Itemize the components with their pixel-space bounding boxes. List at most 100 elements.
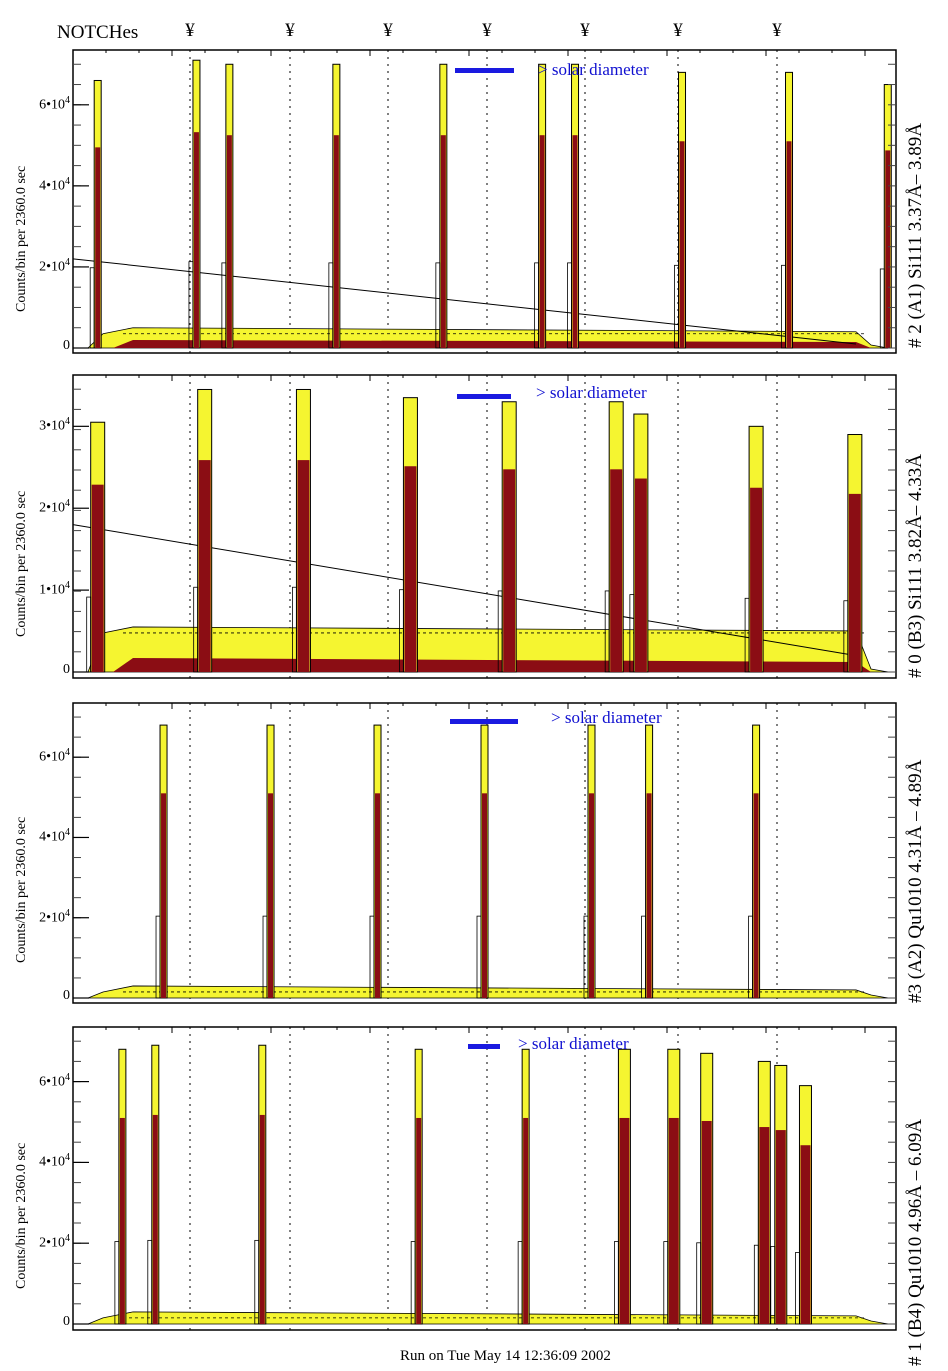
peak-shoulder [435, 262, 441, 349]
peak-red [610, 469, 623, 672]
peak-shoulder [193, 586, 199, 673]
peak-red [161, 793, 167, 998]
peak-shoulder [476, 915, 482, 999]
y-tick-label: 0 [63, 988, 70, 1003]
y-tick-label: 4•104 [39, 827, 70, 846]
y-axis-label: Counts/bin per 2360.0 sec [14, 490, 29, 637]
panel-frame [72, 49, 897, 354]
peak-shoulder [663, 1241, 669, 1325]
peak-red [539, 135, 545, 348]
notch-mark: ¥ [580, 20, 590, 41]
peak-red [668, 1117, 679, 1324]
y-tick-label: 6•104 [39, 94, 70, 113]
peak-shoulder [748, 915, 753, 999]
peak-shoulder [114, 1241, 120, 1325]
peak-red [572, 135, 578, 348]
trend-line [72, 258, 857, 345]
notch-mark: ¥ [383, 20, 393, 41]
peak-shoulder [221, 262, 227, 349]
peak-red [416, 1117, 422, 1324]
peak-red [848, 493, 861, 672]
peak-shoulder [369, 915, 375, 999]
peak-red [759, 1127, 770, 1324]
y-tick-label: 6•104 [39, 747, 70, 765]
peak-red [193, 132, 199, 348]
peak-shoulder [155, 915, 161, 999]
y-tick-label: 4•104 [39, 1152, 70, 1171]
peak-shoulder [879, 268, 885, 349]
solar-diameter-bar [450, 719, 518, 724]
peak-red [753, 793, 759, 998]
peak-shoulder [744, 597, 750, 673]
peak-shoulder [534, 262, 540, 349]
peak-red [119, 1117, 125, 1324]
y-tick-label: 2•104 [39, 907, 70, 926]
peak-shoulder [328, 262, 334, 349]
notch-mark: ¥ [772, 20, 782, 41]
peak-shoulder [843, 600, 849, 673]
peak-red [95, 147, 101, 348]
y-axis-label: Counts/bin per 2360.0 sec [14, 1142, 29, 1289]
peak-red [885, 150, 891, 348]
peak-shoulder [497, 590, 503, 673]
y-tick-label: 0 [63, 338, 70, 353]
panel-frame [72, 702, 897, 1004]
peak-shoulder [399, 589, 404, 673]
panel-title: # 0 (B3) Si111 3.82Å– 4.33Å [905, 454, 926, 678]
peak-shoulder [262, 915, 268, 999]
y-axis-label: Counts/bin per 2360.0 sec [14, 165, 29, 312]
solar-diameter-label: > solar diameter [551, 708, 662, 727]
panel-title: # 2 (A1) Si111 3.37Å– 3.89Å [905, 122, 926, 348]
panel-frame [72, 374, 897, 679]
peak-shoulder [770, 1246, 776, 1325]
peak-shoulder [614, 1241, 619, 1325]
peak-shoulder [583, 915, 589, 999]
peak-red [750, 487, 763, 672]
peak-shoulder [674, 264, 679, 349]
peak-shoulder [147, 1239, 153, 1325]
panel-title: # 1 (B4) Qu1010 4.96Å – 6.09Å [905, 1119, 926, 1366]
y-tick-label: 0 [63, 1314, 70, 1329]
y-tick-label: 2•104 [39, 1233, 70, 1251]
notch-mark: ¥ [673, 20, 683, 41]
peak-shoulder [567, 262, 572, 349]
panel-frame [72, 1026, 897, 1331]
notch-mark: ¥ [285, 20, 295, 41]
notch-mark: ¥ [482, 20, 492, 41]
peak-shoulder [795, 1252, 800, 1325]
peak-red [297, 460, 310, 672]
peak-red [482, 793, 487, 998]
peak-red [404, 466, 417, 672]
peak-shoulder [604, 590, 610, 673]
peak-shoulder [188, 261, 194, 349]
peak-shoulder [753, 1244, 759, 1325]
peak-red [786, 141, 792, 348]
peak-shoulder [410, 1241, 416, 1325]
y-tick-label: 4•104 [39, 175, 70, 194]
notches-label: NOTCHes [57, 22, 139, 43]
panel-title: #3 (A2) Qu1010 4.31Å – 4.89Å [905, 759, 926, 1003]
peak-red [375, 793, 381, 998]
y-tick-label: 2•104 [39, 256, 70, 275]
peak-red [800, 1145, 811, 1324]
peak-red [588, 793, 594, 998]
peak-shoulder [292, 586, 297, 673]
peak-red [503, 469, 516, 672]
peak-red [259, 1114, 265, 1324]
peak-red [152, 1114, 158, 1324]
peak-shoulder [517, 1241, 523, 1325]
solar-diameter-bar [455, 68, 514, 73]
peak-red [440, 135, 446, 348]
solar-diameter-label: > solar diameter [538, 60, 649, 79]
peak-red [634, 478, 647, 672]
peak-shoulder [781, 264, 786, 349]
peak-shoulder [629, 594, 635, 673]
y-tick-label: 0 [63, 662, 70, 677]
solar-diameter-label: > solar diameter [536, 383, 647, 402]
solar-diameter-bar [468, 1044, 500, 1049]
notch-mark: ¥ [185, 20, 195, 41]
peak-shoulder [89, 267, 95, 349]
solar-diameter-label: > solar diameter [518, 1034, 629, 1053]
